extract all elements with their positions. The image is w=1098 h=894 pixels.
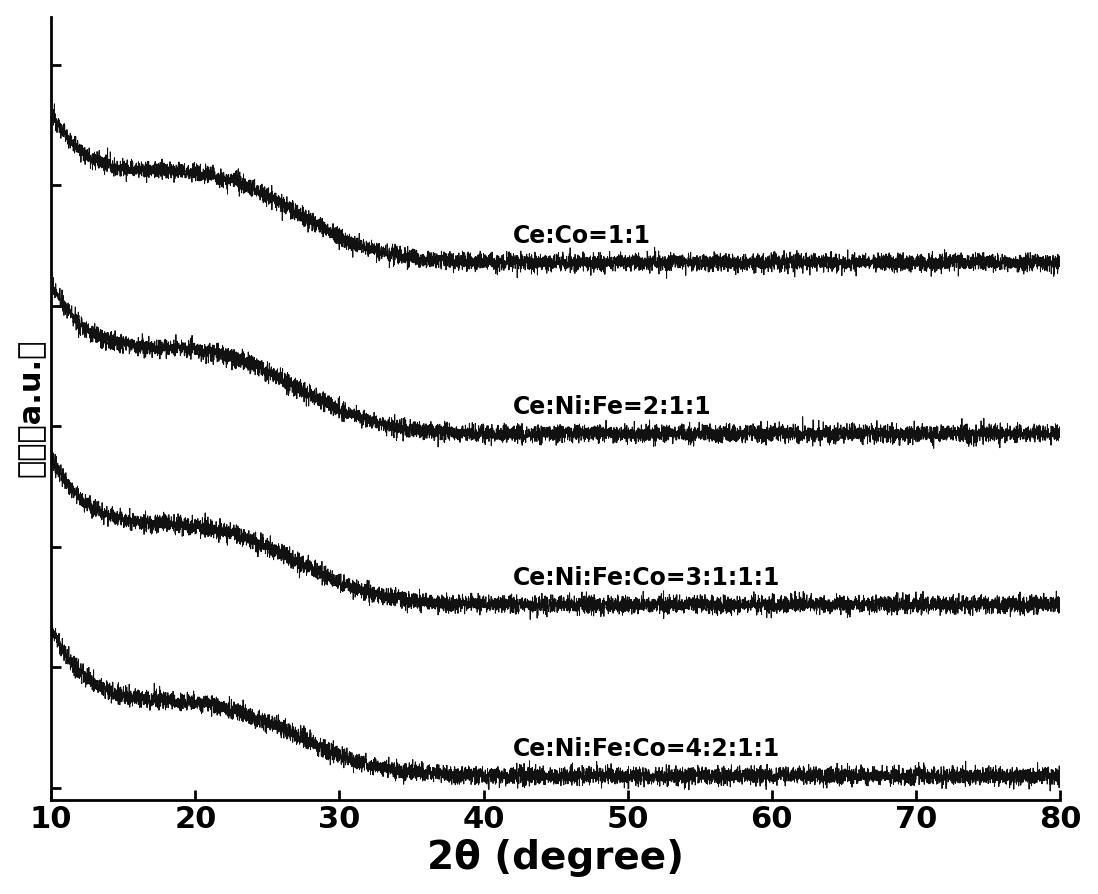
- Y-axis label: 强度（a.u.）: 强度（a.u.）: [16, 339, 46, 477]
- Text: Ce:Co=1:1: Ce:Co=1:1: [513, 224, 650, 248]
- Text: Ce:Ni:Fe=2:1:1: Ce:Ni:Fe=2:1:1: [513, 395, 712, 419]
- Text: Ce:Ni:Fe:Co=4:2:1:1: Ce:Ni:Fe:Co=4:2:1:1: [513, 738, 780, 762]
- Text: Ce:Ni:Fe:Co=3:1:1:1: Ce:Ni:Fe:Co=3:1:1:1: [513, 566, 780, 590]
- X-axis label: 2θ (degree): 2θ (degree): [427, 839, 684, 877]
